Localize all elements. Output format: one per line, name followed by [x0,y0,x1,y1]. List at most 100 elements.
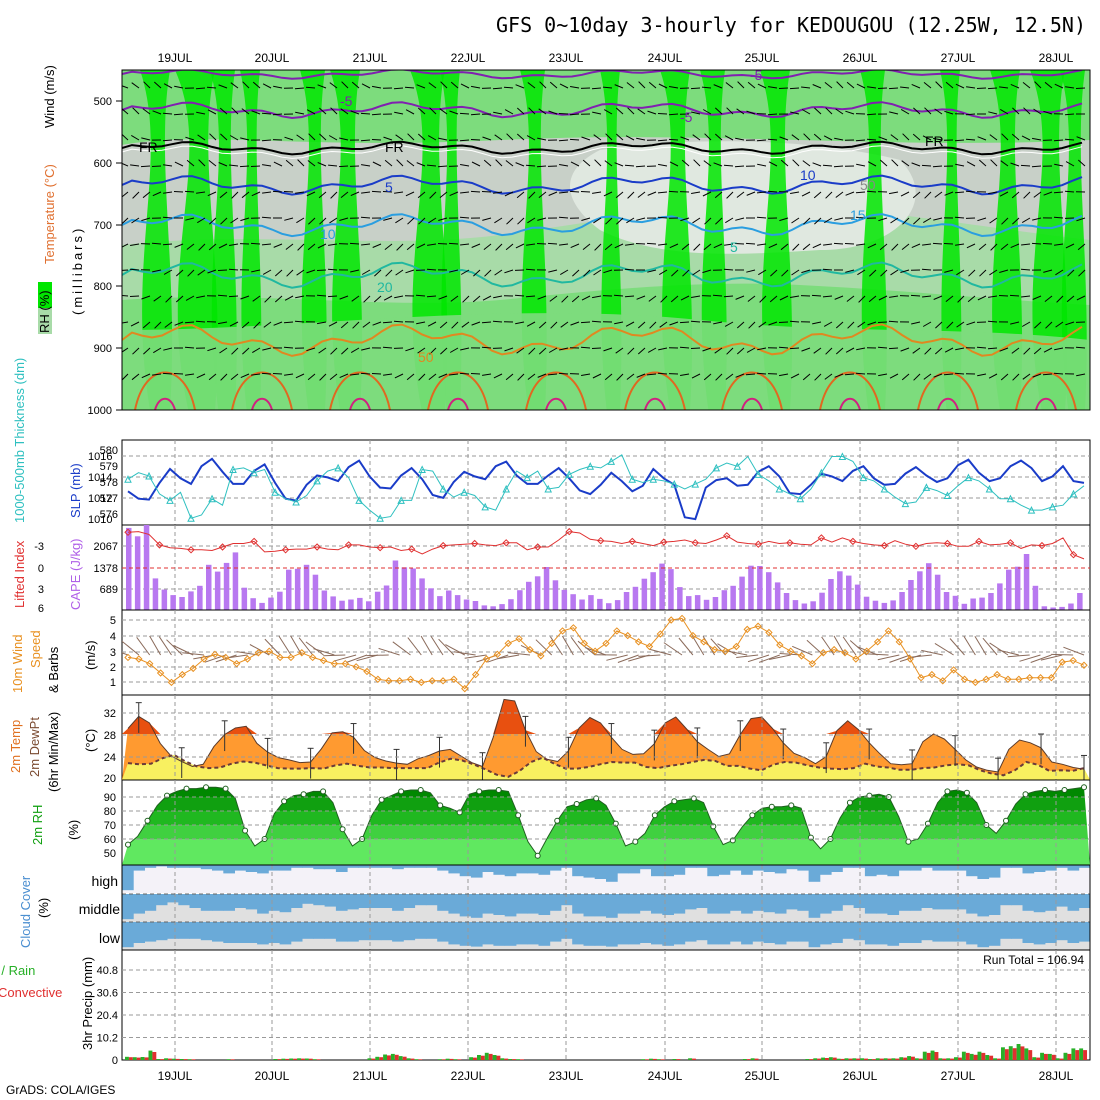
wind10m-barb [617,654,639,663]
wind-barb [439,321,448,329]
wind-barb [604,160,613,167]
wind-barb [735,217,745,221]
rh-moist-column [990,70,1023,410]
wind-barb [505,243,514,251]
precip-convective-bar [168,1058,172,1060]
wind-barb [307,373,316,381]
wind-barb [187,269,195,277]
thickness-marker [397,496,405,504]
wind10m-barb [758,654,780,663]
cloud-bar [921,894,933,908]
wind10m-barb [1019,654,1041,662]
cloud-bar [696,865,708,868]
wind-barb [307,160,316,167]
cloud-bar [504,922,517,946]
wind-barb [746,191,756,196]
wind10m-marker [797,652,806,660]
wind-barb [1034,321,1042,329]
temp-grid [122,695,1090,780]
wind-barb [261,243,272,246]
wind-barb [680,217,690,222]
wind-barb [714,191,723,199]
cloud-bar [898,922,911,943]
wind10m-marker [776,641,784,649]
wind-barb [306,269,316,274]
wind-barb [866,138,877,141]
wind-barb [1023,347,1031,355]
wind-barb [515,321,525,325]
wind-barb [999,86,1009,89]
wind-barb [978,243,987,251]
precip-convective-bar [1044,1053,1048,1060]
wind-barb [548,347,558,353]
precip-grid [122,950,1090,1060]
wind-barb [714,107,723,115]
cape-bar [997,583,1003,610]
cloud-bar [966,865,978,877]
pressure-tick-label: 600 [94,158,112,170]
wind-barb [208,373,217,381]
wind-barb [657,372,668,375]
wind-barb [163,83,173,89]
wind-barb [1012,107,1020,115]
wind-barb [196,295,206,299]
wind-barb [889,295,899,298]
rh-marker [222,785,229,792]
wind10m-barb [407,637,422,656]
wind-barb [977,217,987,222]
precip-convective-bar [1059,1058,1064,1060]
precip-convective-bar [387,1055,391,1060]
wind-barb [668,138,679,141]
wind-barb [825,347,833,355]
wind10m-marker [1015,675,1023,683]
wind-barb [229,243,239,246]
wind-barb [141,137,151,141]
wind-barb [251,269,261,273]
thickness-marker [376,514,384,522]
contour-30 [154,397,176,410]
wind-barb [328,243,338,246]
wind10m-barb [736,654,759,658]
wind-barb [261,112,272,115]
cloud-bar [212,865,224,871]
wind-barb [901,160,910,167]
precip-convective-bar [973,1054,978,1060]
precip-total-bar [946,1058,951,1060]
cloud-bar [561,922,573,939]
wind-barb [184,321,195,324]
wind-barb [624,295,635,298]
dewpoint-line [127,753,1085,778]
wind10m-barb [264,638,281,656]
wind-barb [890,134,899,141]
bottom-date-label: 28JUL [1039,1069,1074,1083]
wind-barb [394,191,404,194]
lifted-index-line-path [127,531,1085,560]
cape-bar [623,592,630,610]
wind-barb [756,139,767,142]
wind10m-barb [278,636,292,656]
cloud-bar [155,894,168,906]
wind-barb [231,191,239,199]
wind-barb [756,216,767,219]
cloud-bar [909,894,922,911]
cape-tick-label: 1378 [94,563,118,575]
cloud-bar [324,922,337,939]
wind10m-barb [323,654,346,657]
wind-barb [723,164,734,167]
wind10m-barb [663,642,683,656]
cloud-bar [808,865,821,882]
wind10m-marker [146,659,154,668]
precip-total-bar [1079,1048,1084,1060]
cloud-bar [437,894,449,911]
contour-25 [819,371,881,410]
precip-total-bar [1032,1057,1037,1060]
cloud-bar [831,922,843,943]
lifted-index-marker [534,543,542,551]
precip-total-bar [406,1058,411,1060]
cloud-bar [257,922,269,945]
wind10m-barb [638,654,661,657]
wind-barb [362,321,371,328]
wind-barb [1001,133,1009,141]
precip-convective-bar [144,1057,149,1060]
